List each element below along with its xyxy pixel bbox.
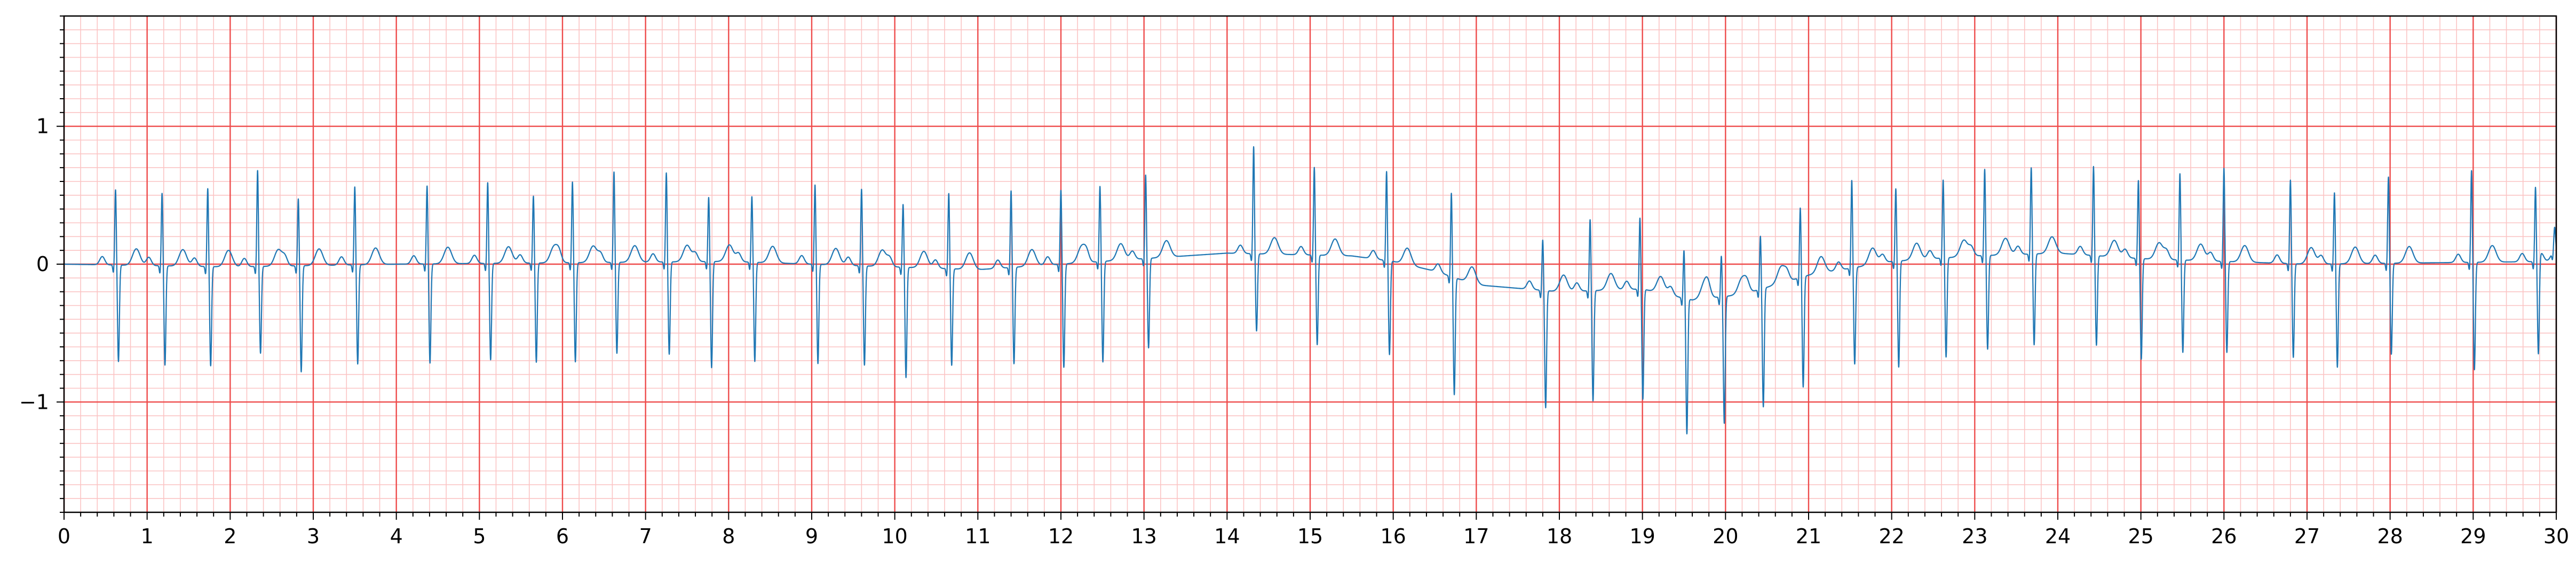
x-tick-label: 30 — [2543, 525, 2569, 548]
x-tick-label: 13 — [1131, 525, 1156, 548]
x-tick-label: 21 — [1796, 525, 1821, 548]
x-tick-label: 11 — [965, 525, 990, 548]
x-tick-label: 24 — [2045, 525, 2071, 548]
x-tick-label: 15 — [1297, 525, 1323, 548]
ecg-trace-layer — [64, 146, 2557, 435]
x-tick-label: 18 — [1547, 525, 1572, 548]
y-tick-label: −1 — [19, 390, 49, 414]
x-tick-label: 10 — [882, 525, 907, 548]
x-tick-label: 4 — [390, 525, 403, 548]
x-tick-label: 29 — [2460, 525, 2486, 548]
x-tick-label: 8 — [722, 525, 735, 548]
x-tick-label: 9 — [805, 525, 818, 548]
ecg-trace-series — [64, 146, 2557, 435]
x-tick-label: 26 — [2211, 525, 2237, 548]
x-tick-label: 12 — [1048, 525, 1074, 548]
x-tick-label: 1 — [141, 525, 154, 548]
x-axis-ticks: 0 1 2 3 4 5 6 7 8 9 10 11 12 13 14 15 16 17 18 19 20 21 22 23 24… — [58, 512, 2569, 548]
x-tick-label: 0 — [58, 525, 70, 548]
x-tick-label: 6 — [556, 525, 569, 548]
x-tick-label: 7 — [639, 525, 652, 548]
y-axis-ticks: 1 0 −1 — [19, 15, 64, 513]
x-tick-label: 3 — [307, 525, 320, 548]
x-tick-label: 17 — [1463, 525, 1489, 548]
x-tick-label: 27 — [2294, 525, 2320, 548]
x-tick-label: 28 — [2377, 525, 2403, 548]
x-tick-label: 2 — [224, 525, 236, 548]
x-tick-label: 19 — [1629, 525, 1655, 548]
x-tick-label: 20 — [1713, 525, 1738, 548]
x-tick-label: 25 — [2128, 525, 2153, 548]
x-tick-label: 14 — [1214, 525, 1240, 548]
x-tick-label: 22 — [1879, 525, 1904, 548]
y-tick-label: 0 — [36, 252, 49, 276]
x-tick-label: 16 — [1380, 525, 1406, 548]
major-grid — [63, 16, 2557, 512]
y-tick-label: 1 — [36, 115, 49, 138]
x-tick-label: 23 — [1962, 525, 1987, 548]
x-tick-label: 5 — [473, 525, 486, 548]
